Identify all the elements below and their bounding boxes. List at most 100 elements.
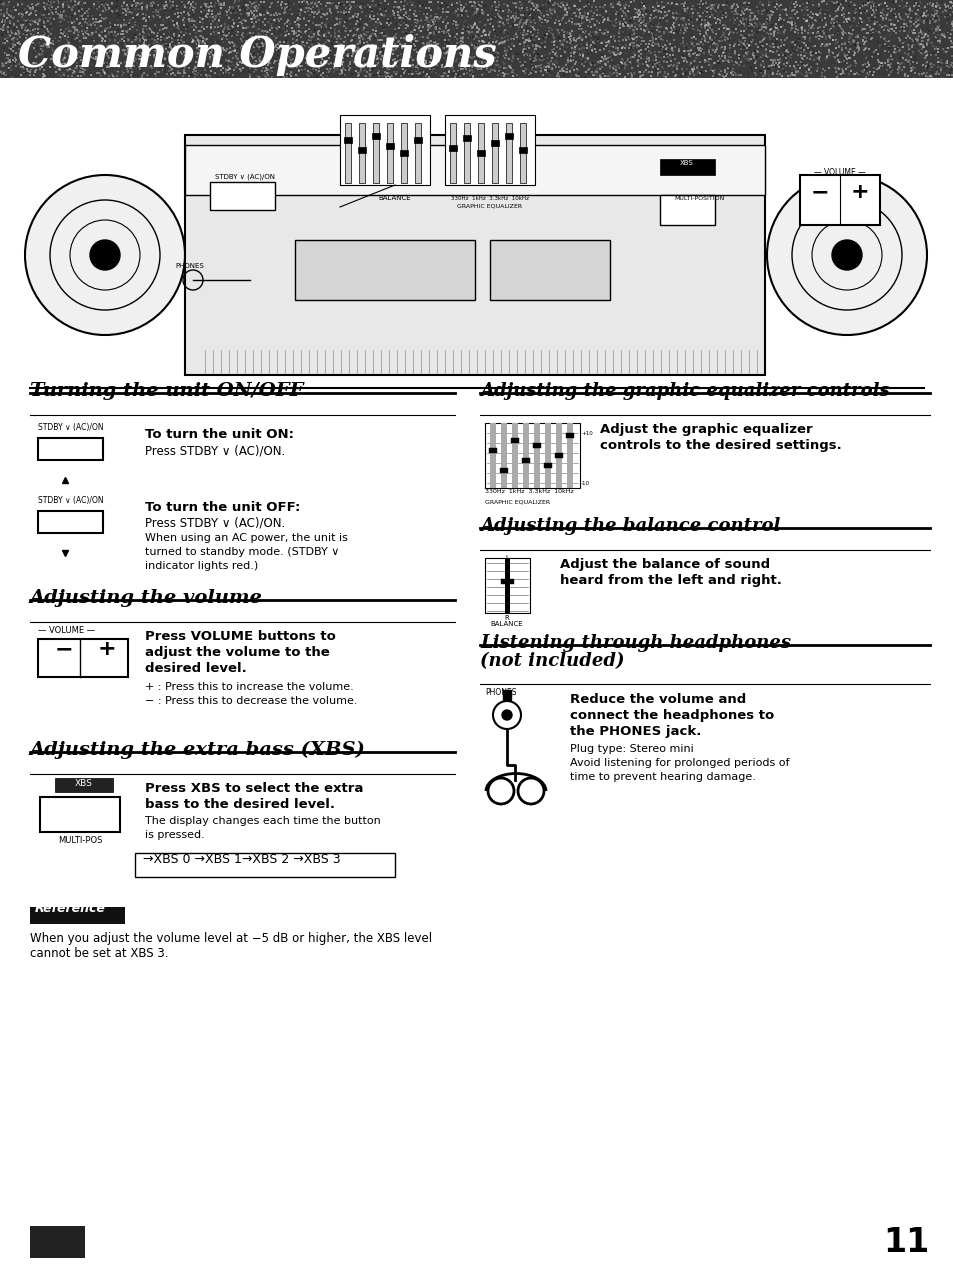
Bar	[488, 48, 490, 49]
Bar	[358, 41, 360, 42]
Bar	[502, 8, 504, 9]
Bar	[555, 65, 557, 67]
Bar	[738, 22, 740, 23]
Bar	[908, 10, 910, 13]
Bar	[250, 19, 252, 20]
Bar	[415, 71, 416, 74]
Bar	[22, 14, 24, 15]
Bar	[31, 8, 33, 10]
Bar	[857, 49, 859, 52]
Bar	[950, 65, 952, 67]
Bar	[476, 150, 484, 156]
Bar	[816, 53, 818, 56]
Bar	[45, 22, 47, 23]
Bar	[882, 38, 884, 41]
Bar	[574, 75, 576, 76]
Bar	[877, 30, 879, 33]
Bar	[27, 19, 29, 20]
Bar	[509, 63, 511, 66]
Bar	[86, 30, 88, 32]
Bar	[277, 39, 279, 41]
Bar	[88, 52, 90, 55]
Bar	[748, 15, 750, 16]
Bar	[69, 19, 71, 22]
Bar	[60, 48, 62, 49]
Bar	[213, 34, 215, 37]
Bar	[918, 3, 920, 4]
Bar	[409, 30, 411, 33]
Bar	[654, 65, 656, 67]
Bar	[625, 16, 627, 18]
Bar	[578, 19, 580, 20]
Bar	[32, 69, 34, 71]
Bar	[257, 8, 259, 9]
Bar	[413, 29, 415, 30]
Bar	[141, 3, 143, 4]
Bar	[746, 71, 748, 74]
Bar	[12, 15, 15, 18]
Bar	[950, 62, 952, 63]
Bar	[629, 34, 631, 36]
Bar	[903, 62, 905, 65]
Bar	[887, 61, 889, 62]
Bar	[7, 27, 9, 28]
Bar	[9, 58, 10, 61]
Bar	[709, 58, 711, 60]
Bar	[682, 60, 684, 62]
Bar	[199, 51, 201, 53]
Bar	[233, 0, 235, 3]
Bar	[130, 56, 132, 57]
Bar	[279, 62, 281, 65]
Bar	[685, 69, 688, 70]
Bar	[659, 57, 661, 60]
Bar	[8, 47, 10, 49]
Bar	[853, 14, 855, 16]
Bar	[293, 30, 294, 32]
Circle shape	[501, 709, 512, 720]
Bar	[528, 23, 530, 24]
Bar	[475, 24, 476, 25]
Bar	[839, 24, 841, 27]
Bar	[659, 32, 660, 34]
Bar	[898, 5, 900, 8]
Bar	[659, 48, 662, 49]
Bar	[693, 25, 695, 27]
Bar	[98, 13, 100, 15]
Bar	[153, 52, 155, 53]
Bar	[808, 41, 810, 42]
Bar	[865, 72, 867, 74]
Bar	[130, 28, 132, 29]
Bar	[330, 62, 332, 65]
Bar	[469, 42, 471, 44]
Bar	[57, 74, 59, 76]
Bar	[630, 47, 632, 48]
Bar	[699, 8, 700, 9]
Bar	[311, 57, 313, 60]
Bar	[317, 33, 319, 36]
Bar	[939, 8, 941, 9]
Bar	[377, 39, 379, 41]
Bar	[121, 10, 123, 11]
Bar	[730, 5, 732, 8]
Bar	[606, 71, 608, 74]
Bar	[467, 63, 470, 66]
Bar	[376, 25, 378, 28]
Bar	[478, 15, 481, 18]
Bar	[12, 58, 14, 61]
Bar	[91, 34, 92, 37]
Bar	[418, 75, 420, 76]
Bar	[589, 10, 591, 11]
Bar	[428, 43, 430, 46]
Bar	[909, 46, 911, 47]
Bar	[7, 4, 9, 6]
Bar	[233, 49, 236, 52]
Bar	[150, 52, 152, 53]
Bar	[12, 27, 14, 29]
Bar	[166, 5, 168, 6]
Bar	[68, 58, 70, 61]
Bar	[784, 14, 786, 16]
Bar	[200, 27, 202, 28]
Bar	[379, 53, 381, 56]
Bar	[778, 66, 780, 69]
Bar	[163, 8, 165, 10]
